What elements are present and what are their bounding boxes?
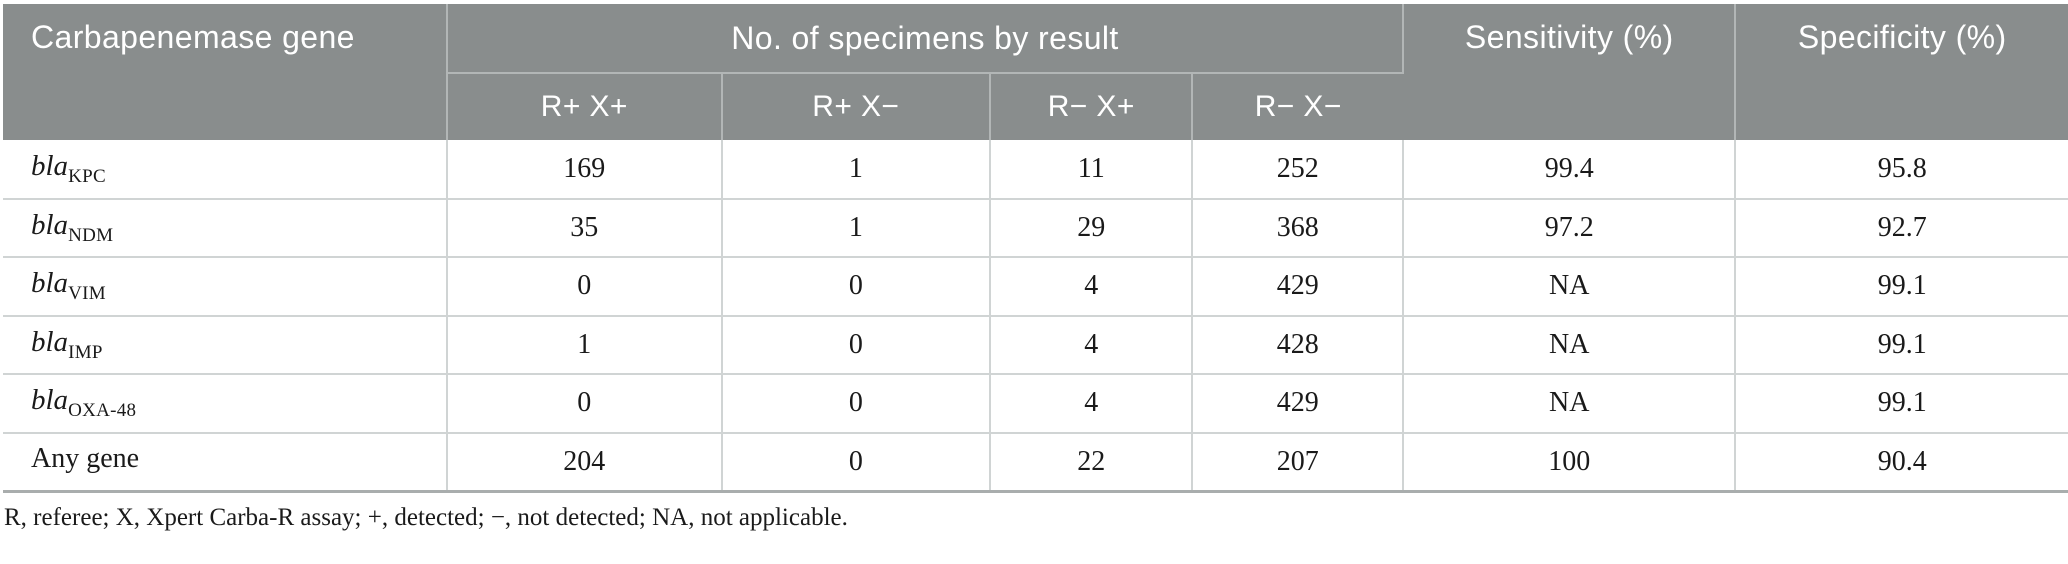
gene-label-cell: Any gene — [3, 432, 448, 493]
cell-value: 29 — [990, 198, 1194, 258]
gene-label-cell: blaNDM — [3, 198, 448, 258]
cell-value: 97.2 — [1403, 198, 1737, 258]
cell-value: NA — [1403, 257, 1737, 317]
cell-value: 1 — [446, 315, 723, 375]
cell-value: 0 — [721, 374, 992, 434]
cell-value: 1 — [721, 140, 992, 200]
table-header: Carbapenemase gene No. of specimens by r… — [3, 4, 2068, 140]
cell-value: 99.1 — [1735, 315, 2068, 375]
gene-name: bla — [31, 384, 69, 417]
gene-name: Any gene — [31, 443, 140, 474]
gene-label-cell: blaOXA-48 — [3, 374, 448, 434]
table-container: Carbapenemase gene No. of specimens by r… — [3, 4, 2068, 531]
cell-value: 95.8 — [1735, 140, 2068, 200]
gene-label-cell: blaVIM — [3, 257, 448, 317]
cell-value: NA — [1403, 374, 1737, 434]
cell-value: 169 — [446, 140, 723, 200]
gene-name: bla — [31, 149, 69, 182]
subheader-cell-r-neg-x-pos: R− X+ — [990, 73, 1194, 140]
header-cell-specimens-group: No. of specimens by result — [446, 4, 1405, 74]
cell-value: 0 — [721, 257, 992, 317]
results-table: Carbapenemase gene No. of specimens by r… — [3, 4, 2068, 493]
gene-subscript: NDM — [68, 224, 114, 246]
table-row: blaIMP 1 0 4 428 NA 99.1 — [3, 315, 2068, 375]
cell-value: 368 — [1192, 198, 1405, 258]
cell-value: 99.1 — [1735, 257, 2068, 317]
cell-value: 0 — [446, 257, 723, 317]
cell-value: 4 — [990, 315, 1194, 375]
gene-label-cell: blaIMP — [3, 315, 448, 375]
cell-value: 0 — [446, 374, 723, 434]
gene-subscript: VIM — [68, 283, 106, 305]
gene-name: bla — [31, 325, 69, 358]
cell-value: 100 — [1403, 432, 1737, 493]
cell-value: 204 — [446, 432, 723, 493]
cell-value: 429 — [1192, 374, 1405, 434]
gene-subscript: OXA-48 — [68, 400, 137, 422]
gene-name: bla — [31, 208, 69, 241]
table-row: blaVIM 0 0 4 429 NA 99.1 — [3, 257, 2068, 317]
header-cell-sensitivity: Sensitivity (%) — [1403, 4, 1737, 140]
cell-value: 428 — [1192, 315, 1405, 375]
cell-value: 92.7 — [1735, 198, 2068, 258]
cell-value: 22 — [990, 432, 1194, 493]
cell-value: 99.4 — [1403, 140, 1737, 200]
header-cell-specificity: Specificity (%) — [1735, 4, 2068, 140]
table-row: Any gene 204 0 22 207 100 90.4 — [3, 432, 2068, 493]
cell-value: 99.1 — [1735, 374, 2068, 434]
cell-value: 35 — [446, 198, 723, 258]
table-row: blaKPC 169 1 11 252 99.4 95.8 — [3, 140, 2068, 200]
table-row: blaNDM 35 1 29 368 97.2 92.7 — [3, 198, 2068, 258]
subheader-cell-r-pos-x-pos: R+ X+ — [446, 73, 723, 140]
cell-value: 429 — [1192, 257, 1405, 317]
cell-value: 4 — [990, 374, 1194, 434]
header-cell-gene: Carbapenemase gene — [3, 4, 448, 140]
cell-value: 0 — [721, 315, 992, 375]
gene-subscript: KPC — [68, 165, 106, 187]
cell-value: 90.4 — [1735, 432, 2068, 493]
subheader-cell-r-pos-x-neg: R+ X− — [721, 73, 992, 140]
cell-value: 0 — [721, 432, 992, 493]
table-body: blaKPC 169 1 11 252 99.4 95.8 blaNDM 35 … — [3, 140, 2068, 493]
cell-value: 252 — [1192, 140, 1405, 200]
gene-subscript: IMP — [68, 341, 103, 363]
table-row: blaOXA-48 0 0 4 429 NA 99.1 — [3, 374, 2068, 434]
cell-value: 4 — [990, 257, 1194, 317]
table-footnote: R, referee; X, Xpert Carba-R assay; +, d… — [4, 503, 848, 531]
cell-value: NA — [1403, 315, 1737, 375]
cell-value: 1 — [721, 198, 992, 258]
gene-name: bla — [31, 267, 69, 300]
cell-value: 11 — [990, 140, 1194, 200]
subheader-cell-r-neg-x-neg: R− X− — [1192, 73, 1404, 140]
cell-value: 207 — [1192, 432, 1405, 493]
gene-label-cell: blaKPC — [3, 140, 448, 200]
